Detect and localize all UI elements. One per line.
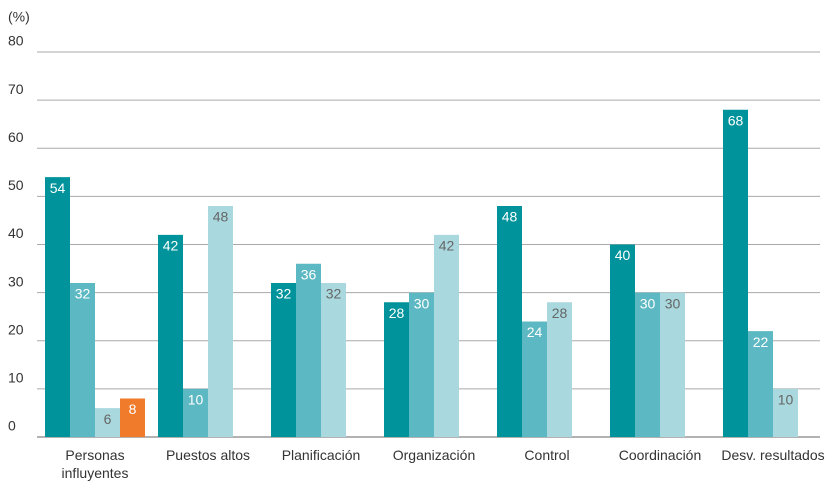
x-tick-label: Desv. resultados	[721, 447, 825, 463]
value-label: 32	[276, 286, 292, 302]
y-tick-label: 40	[8, 225, 24, 241]
bar	[158, 234, 183, 437]
bar	[748, 331, 773, 437]
bar	[70, 283, 95, 437]
bar	[635, 292, 660, 437]
value-label: 28	[389, 305, 405, 321]
bar	[95, 408, 120, 437]
y-tick-label: 70	[8, 81, 24, 97]
value-label: 30	[414, 295, 430, 311]
value-label: 32	[326, 286, 342, 302]
y-axis-label: (%)	[8, 9, 30, 25]
bar	[547, 302, 572, 437]
bar	[497, 206, 522, 437]
value-label: 32	[75, 286, 91, 302]
x-tick-label: Puestos altos	[165, 447, 251, 463]
bar	[183, 388, 208, 437]
bar	[660, 292, 685, 437]
value-label: 22	[753, 334, 769, 350]
bar	[384, 302, 409, 437]
value-label: 8	[129, 401, 137, 417]
bar	[434, 234, 459, 437]
value-label: 6	[104, 411, 112, 427]
value-label: 10	[778, 392, 794, 408]
bar	[723, 109, 748, 437]
bar	[45, 177, 70, 437]
bar	[296, 263, 321, 437]
value-label: 36	[301, 266, 317, 282]
x-tick-label: Personas influyentes	[61, 447, 129, 481]
y-tick-label: 30	[8, 273, 24, 289]
y-tick-label: 60	[8, 129, 24, 145]
value-label: 42	[439, 238, 455, 254]
bar	[271, 283, 296, 437]
y-tick-label: 50	[8, 177, 24, 193]
value-label: 28	[552, 305, 568, 321]
value-label: 24	[527, 324, 543, 340]
x-tick-label: Control	[524, 447, 570, 463]
bar	[120, 398, 145, 437]
bar	[208, 206, 233, 437]
value-label: 48	[213, 209, 229, 225]
bar	[321, 283, 346, 437]
value-label: 30	[665, 295, 681, 311]
bar	[773, 388, 798, 437]
value-label: 54	[50, 180, 66, 196]
y-tick-label: 80	[8, 33, 24, 49]
value-label: 48	[502, 209, 518, 225]
x-tick-label: Planificación	[281, 447, 361, 463]
value-label: 30	[640, 295, 656, 311]
bar	[610, 244, 635, 437]
y-tick-label: 10	[8, 370, 24, 386]
bar	[409, 292, 434, 437]
value-label: 40	[615, 247, 631, 263]
y-tick-label: 20	[8, 321, 24, 337]
value-label: 68	[728, 112, 744, 128]
bar	[522, 321, 547, 437]
value-label: 42	[163, 238, 179, 254]
x-tick-label: Organización	[392, 447, 476, 463]
value-label: 10	[188, 392, 204, 408]
y-tick-label: 0	[8, 418, 16, 434]
x-tick-label: Coordinación	[618, 447, 702, 463]
